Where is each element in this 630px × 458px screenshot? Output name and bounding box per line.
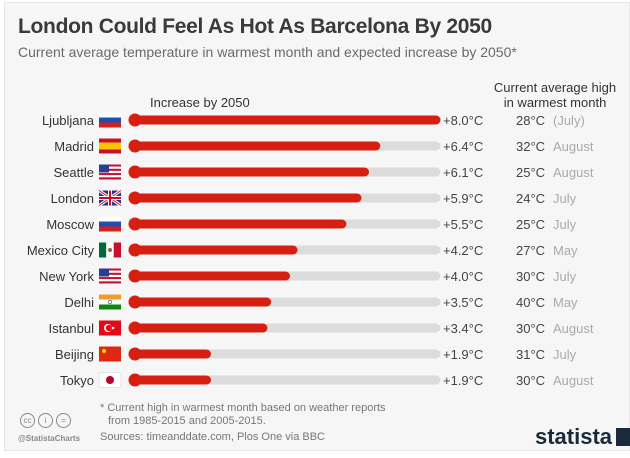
creative-commons-icons: cc i = bbox=[20, 413, 71, 428]
bar-start-dot bbox=[128, 165, 142, 179]
japan-flag-icon bbox=[98, 372, 122, 388]
bar-start-dot bbox=[128, 139, 142, 153]
month-label: August bbox=[553, 321, 594, 336]
value-label: +4.0°C bbox=[443, 269, 483, 284]
value-label: +1.9°C bbox=[443, 373, 483, 388]
category-label: London bbox=[51, 191, 94, 206]
spain-flag-icon bbox=[99, 138, 121, 154]
current-high-label: 40°C bbox=[516, 295, 545, 310]
sources: Sources: timeanddate.com, Plos One via B… bbox=[100, 431, 325, 443]
statista-logo[interactable]: statista bbox=[535, 424, 630, 450]
turkey-flag-icon bbox=[99, 320, 121, 336]
bar-row: London +5.9°C 24°C July bbox=[51, 189, 577, 207]
value-label: +3.4°C bbox=[443, 321, 483, 336]
month-label: May bbox=[553, 243, 578, 258]
month-label: May bbox=[553, 295, 578, 310]
bar-row: Seattle +6.1°C 25°C August bbox=[54, 164, 594, 180]
category-label: Tokyo bbox=[60, 373, 94, 388]
value-label: +6.4°C bbox=[443, 139, 483, 154]
bar-row: Istanbul +3.4°C 30°C August bbox=[48, 320, 594, 336]
footnote: * Current high in warmest month based on… bbox=[100, 402, 386, 428]
month-label: (July) bbox=[553, 113, 585, 128]
china-flag-icon bbox=[99, 346, 121, 362]
footnote-line1: * Current high in warmest month based on… bbox=[100, 402, 386, 414]
bar-start-dot bbox=[128, 347, 142, 361]
value-label: +6.1°C bbox=[443, 165, 483, 180]
bar-start-dot bbox=[128, 295, 142, 309]
category-label: Delhi bbox=[64, 295, 94, 310]
category-label: Beijing bbox=[55, 347, 94, 362]
bar-row: Moscow +5.5°C 25°C July bbox=[46, 216, 577, 232]
chart-subtitle: Current average temperature in warmest m… bbox=[18, 44, 517, 60]
bar-start-dot bbox=[128, 191, 142, 205]
chart-title: London Could Feel As Hot As Barcelona By… bbox=[18, 15, 492, 38]
category-label: Seattle bbox=[54, 165, 94, 180]
india-flag-icon bbox=[99, 294, 121, 310]
month-label: August bbox=[553, 165, 594, 180]
category-label: Moscow bbox=[46, 217, 94, 232]
bar-row: Ljubljana +8.0°C 28°C (July) bbox=[42, 112, 585, 128]
current-high-label: 32°C bbox=[516, 139, 545, 154]
current-header-line2: in warmest month bbox=[503, 95, 607, 110]
usa-flag-icon bbox=[99, 164, 121, 180]
current-header-line1: Current average high bbox=[493, 80, 617, 95]
bar-start-dot bbox=[128, 321, 142, 335]
russia-flag-icon bbox=[99, 216, 121, 232]
increase-header: Increase by 2050 bbox=[150, 95, 250, 110]
month-label: July bbox=[553, 269, 577, 284]
value-label: +3.5°C bbox=[443, 295, 483, 310]
bar-start-dot bbox=[128, 243, 142, 257]
bar-start-dot bbox=[128, 217, 142, 231]
bar-row: Tokyo +1.9°C 30°C August bbox=[60, 372, 594, 388]
value-label: +8.0°C bbox=[443, 113, 483, 128]
current-high-label: 31°C bbox=[516, 347, 545, 362]
usa-flag-icon bbox=[99, 268, 121, 284]
bar-row: Delhi +3.5°C 40°C May bbox=[64, 294, 578, 310]
current-high-label: 30°C bbox=[516, 269, 545, 284]
uk-flag-icon bbox=[98, 189, 122, 207]
twitter-handle: @StatistaCharts bbox=[18, 434, 81, 443]
current-high-header: Current average high in warmest month bbox=[480, 80, 630, 110]
slovenia-flag-icon bbox=[99, 112, 121, 128]
category-label: Mexico City bbox=[27, 243, 95, 258]
mexico-flag-icon bbox=[99, 242, 121, 258]
attribution-icon: i bbox=[38, 413, 53, 428]
current-high-label: 27°C bbox=[516, 243, 545, 258]
value-label: +1.9°C bbox=[443, 347, 483, 362]
month-label: July bbox=[553, 191, 577, 206]
month-label: August bbox=[553, 373, 594, 388]
value-label: +4.2°C bbox=[443, 243, 483, 258]
category-label: Istanbul bbox=[48, 321, 94, 336]
cc-icon: cc bbox=[20, 413, 35, 428]
logo-mark-icon bbox=[616, 428, 630, 446]
bar-start-dot bbox=[128, 269, 142, 283]
category-label: Ljubljana bbox=[42, 113, 95, 128]
current-high-label: 30°C bbox=[516, 373, 545, 388]
category-label: New York bbox=[39, 269, 94, 284]
no-derivatives-icon: = bbox=[56, 413, 71, 428]
value-label: +5.5°C bbox=[443, 217, 483, 232]
bar-row: Beijing +1.9°C 31°C July bbox=[55, 346, 577, 362]
value-label: +5.9°C bbox=[443, 191, 483, 206]
bar-row: New York +4.0°C 30°C July bbox=[39, 268, 577, 284]
month-label: July bbox=[553, 217, 577, 232]
current-high-label: 30°C bbox=[516, 321, 545, 336]
current-high-label: 24°C bbox=[516, 191, 545, 206]
current-high-label: 25°C bbox=[516, 165, 545, 180]
category-label: Madrid bbox=[54, 139, 94, 154]
bar-row: Madrid +6.4°C 32°C August bbox=[54, 138, 594, 154]
bar-start-dot bbox=[128, 113, 142, 127]
bar-start-dot bbox=[128, 373, 142, 387]
bar-row: Mexico City +4.2°C 27°C May bbox=[27, 242, 578, 258]
logo-text: statista bbox=[535, 424, 613, 449]
month-label: August bbox=[553, 139, 594, 154]
month-label: July bbox=[553, 347, 577, 362]
current-high-label: 28°C bbox=[516, 113, 545, 128]
footnote-line2: from 1985-2015 and 2005-2015. bbox=[108, 415, 266, 427]
current-high-label: 25°C bbox=[516, 217, 545, 232]
